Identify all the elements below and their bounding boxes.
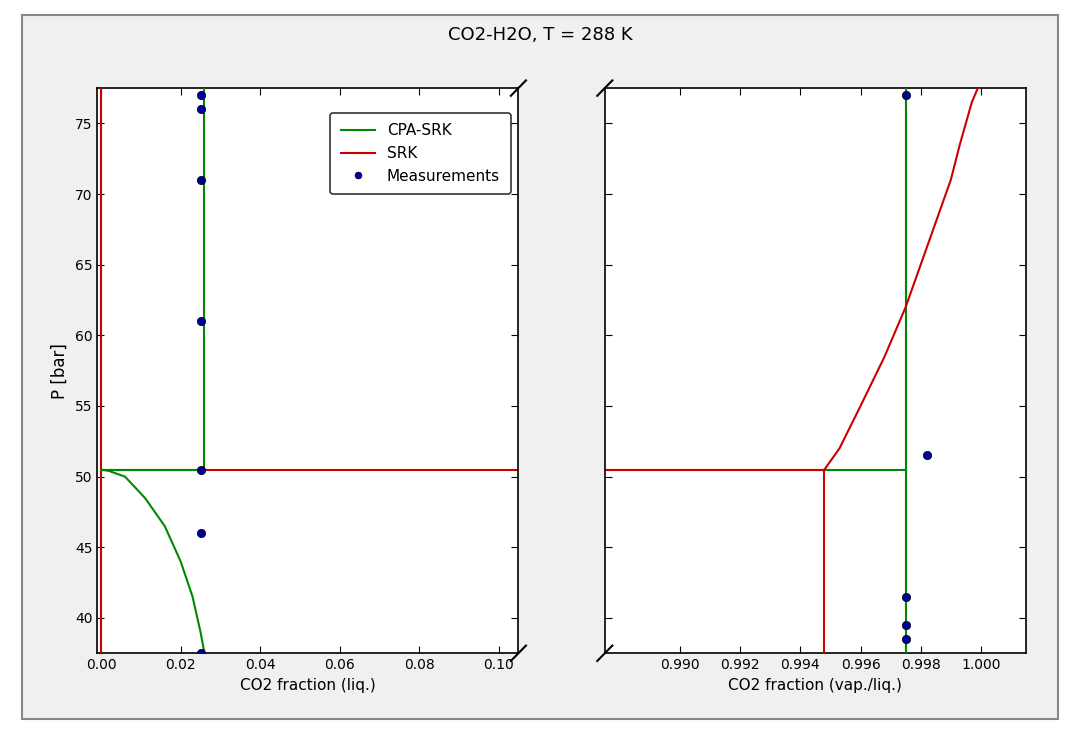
Point [192,464,210,476]
Point [192,316,210,327]
Point [897,90,915,101]
Text: CO2-H2O, T = 288 K: CO2-H2O, T = 288 K [448,26,632,44]
Point [192,647,210,659]
Point [192,103,210,115]
Point [192,90,210,101]
X-axis label: CO2 fraction (liq.): CO2 fraction (liq.) [240,677,376,693]
Point [897,619,915,631]
X-axis label: CO2 fraction (vap./liq.): CO2 fraction (vap./liq.) [729,677,902,693]
Point [897,591,915,603]
Point [192,527,210,539]
Point [192,174,210,186]
Point [918,449,935,461]
Legend: CPA-SRK, SRK, Measurements: CPA-SRK, SRK, Measurements [330,113,511,195]
Point [897,633,915,645]
Y-axis label: P [bar]: P [bar] [51,343,69,399]
